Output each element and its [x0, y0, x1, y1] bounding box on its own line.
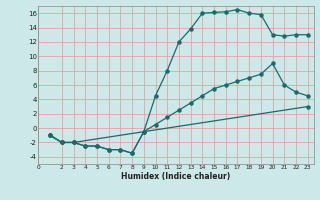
- X-axis label: Humidex (Indice chaleur): Humidex (Indice chaleur): [121, 172, 231, 181]
